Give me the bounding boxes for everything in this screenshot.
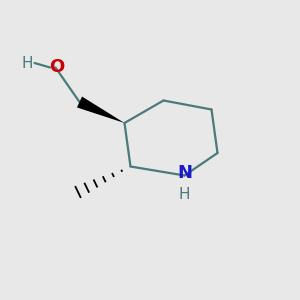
Polygon shape (77, 97, 124, 123)
Text: N: N (177, 164, 192, 182)
Text: O: O (50, 58, 64, 76)
Text: H: H (179, 187, 190, 202)
Text: H: H (21, 56, 33, 70)
